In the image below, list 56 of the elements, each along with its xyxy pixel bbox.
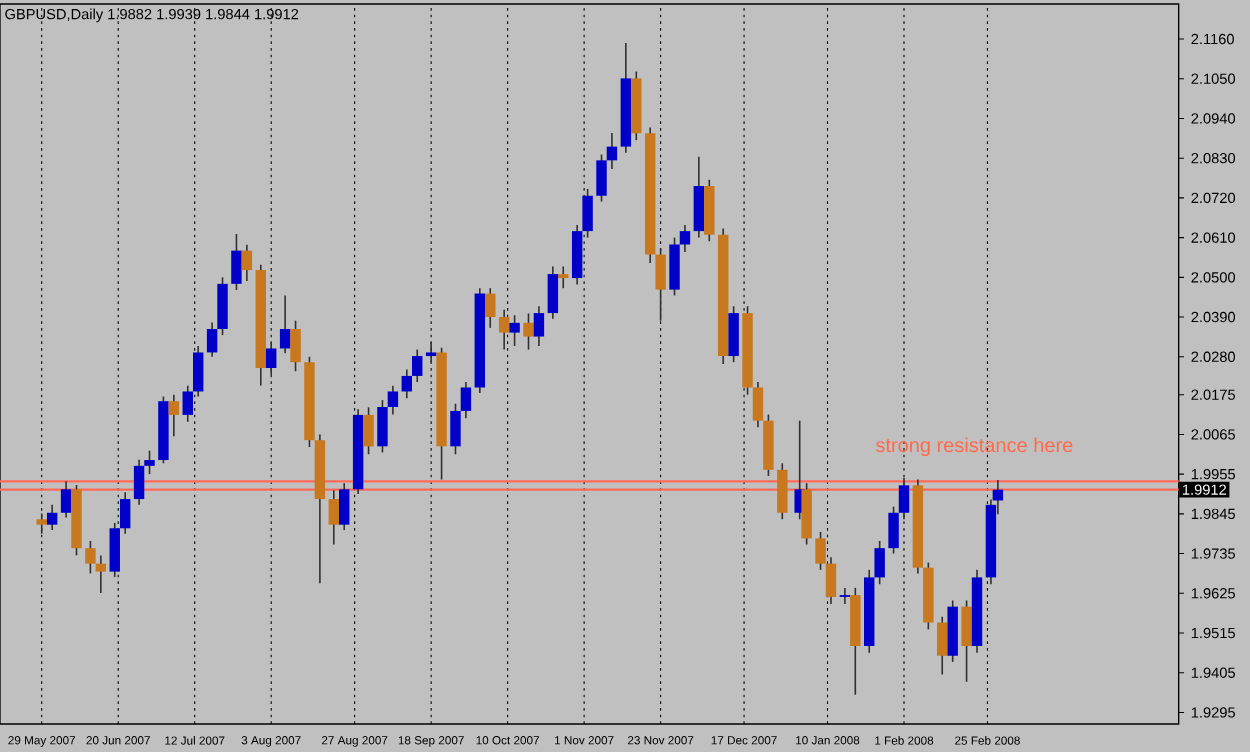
candlestick — [825, 556, 837, 605]
candlestick — [182, 384, 193, 423]
candlestick — [85, 540, 96, 575]
candlestick — [898, 476, 910, 521]
candlestick — [669, 236, 680, 297]
candlestick — [777, 462, 788, 521]
candlestick — [46, 504, 58, 531]
candlestick — [377, 399, 388, 454]
candlestick — [412, 348, 423, 383]
candlestick — [752, 381, 764, 428]
candlestick — [571, 224, 583, 286]
candlestick — [387, 384, 399, 416]
candlestick — [582, 188, 593, 239]
candlestick — [109, 522, 120, 578]
candlestick — [596, 153, 607, 203]
candlestick — [937, 615, 948, 676]
candlestick — [60, 480, 72, 519]
candlestick — [119, 491, 131, 535]
candlestick — [547, 265, 559, 320]
candlestick — [874, 540, 885, 586]
candlestick — [401, 368, 413, 400]
candlestick — [485, 287, 496, 329]
candlestick — [36, 512, 47, 535]
candlestick — [95, 554, 107, 594]
candlestick — [241, 244, 253, 282]
candlestick — [558, 265, 569, 289]
candlestick — [606, 132, 618, 170]
candlestick — [339, 482, 350, 531]
candlestick — [192, 345, 204, 398]
candlestick — [498, 309, 510, 351]
candlestick — [425, 341, 437, 363]
candlestick — [206, 321, 218, 358]
candlestick — [888, 505, 899, 555]
annotation: strong resistance here — [875, 437, 1073, 457]
candlestick — [363, 406, 374, 456]
candlestick — [509, 314, 520, 347]
candlestick — [279, 294, 291, 354]
candlestick — [168, 393, 180, 438]
candlestick — [693, 155, 705, 239]
candlestick — [217, 276, 228, 336]
candlestick — [144, 449, 155, 475]
candlestick — [728, 305, 739, 363]
candlestick — [655, 247, 666, 322]
candlestick — [231, 233, 242, 291]
candlestick — [679, 224, 691, 253]
candlestick — [533, 305, 545, 347]
candlestick — [133, 458, 145, 506]
candlestick — [450, 402, 461, 456]
candlestick — [290, 319, 301, 373]
candlestick — [839, 587, 851, 605]
candlestick — [328, 489, 340, 546]
candlestick — [815, 531, 826, 571]
candlestick — [523, 312, 534, 351]
candlestick — [460, 381, 472, 419]
candlestick — [265, 341, 277, 376]
candlestick — [961, 599, 972, 683]
